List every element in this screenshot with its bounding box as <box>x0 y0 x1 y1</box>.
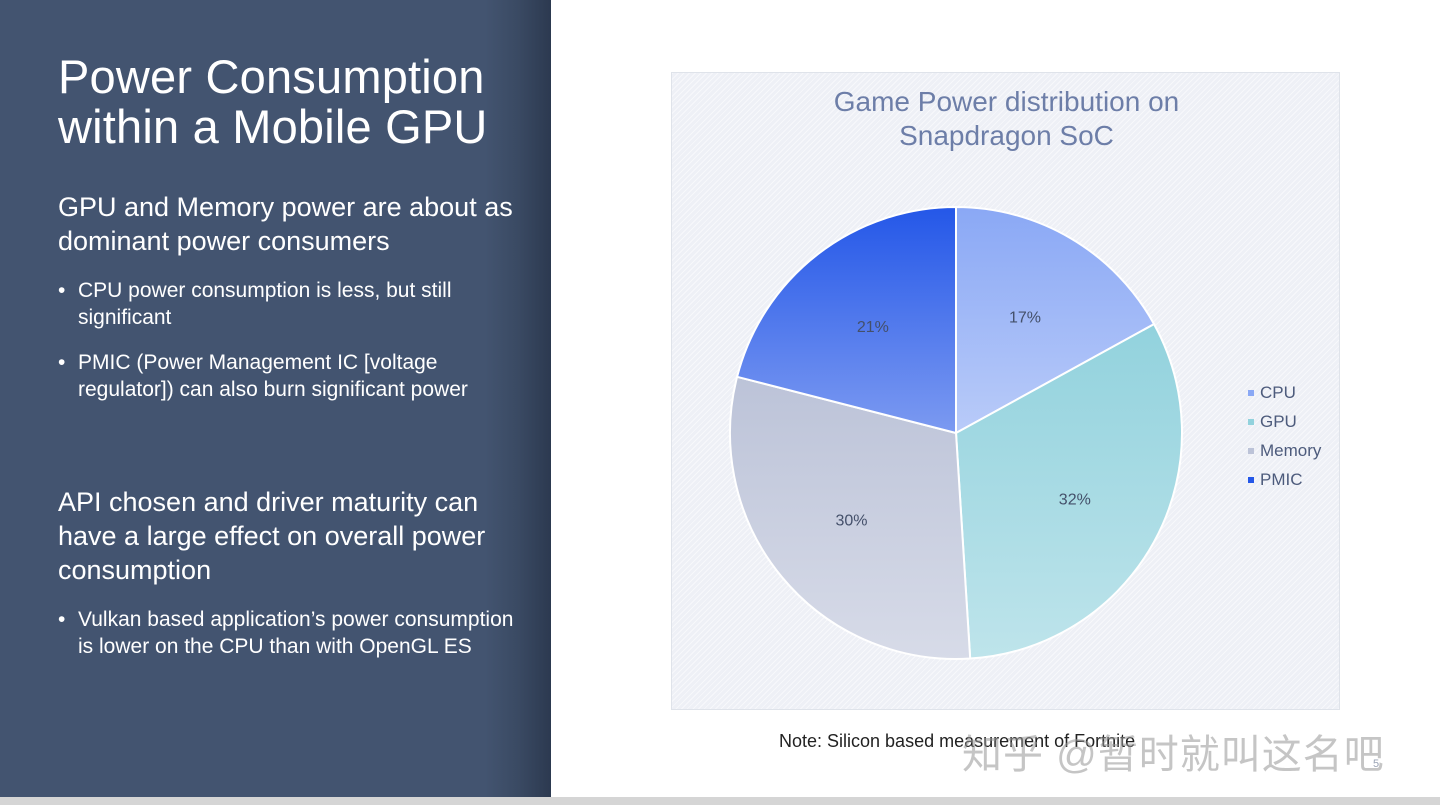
bullet-list-1: • CPU power consumption is less, but sti… <box>58 277 528 421</box>
chart-frame: Game Power distribution on Snapdragon So… <box>671 72 1340 710</box>
legend-item-gpu: GPU <box>1248 407 1321 436</box>
legend-label: Memory <box>1260 440 1322 460</box>
bullet-item: • Vulkan based application’s power consu… <box>58 606 528 660</box>
pie-label-pmic: 21% <box>857 319 889 336</box>
chart-title: Game Power distribution on Snapdragon So… <box>672 85 1341 153</box>
legend-swatch <box>1248 389 1254 396</box>
pie-label-gpu: 32% <box>1059 491 1091 508</box>
pie-chart: 17% 32% 30% 21% <box>729 205 1183 660</box>
bullet-dot: • <box>58 608 66 631</box>
left-panel: Power Consumption within a Mobile GPU GP… <box>0 0 551 797</box>
chart-note: Note: Silicon based measurement of Fortn… <box>779 731 1136 751</box>
legend-label: PMIC <box>1260 469 1303 489</box>
pie-label-cpu: 17% <box>1009 309 1041 326</box>
legend-label: GPU <box>1260 411 1297 431</box>
chart-title-line-1: Game Power distribution on <box>833 86 1180 117</box>
bullet-dot: • <box>58 351 66 374</box>
heading-api-driver: API chosen and driver maturity can have … <box>58 487 486 585</box>
bullet-text: Vulkan based application’s power consump… <box>78 608 514 658</box>
legend-item-pmic: PMIC <box>1248 465 1321 494</box>
bullet-text: PMIC (Power Management IC [voltage regul… <box>78 351 468 401</box>
legend-swatch <box>1248 418 1254 425</box>
bullet-dot: • <box>58 279 66 302</box>
bullet-item: • CPU power consumption is less, but sti… <box>58 277 528 331</box>
pie-slices <box>729 205 1183 660</box>
pie-slice-pmic <box>735 205 957 435</box>
pie-slice-memory <box>729 375 972 660</box>
legend-item-memory: Memory <box>1248 436 1321 465</box>
pie-slice-gpu <box>954 322 1183 660</box>
legend-item-cpu: CPU <box>1248 378 1321 407</box>
chart-title-line-2: Snapdragon SoC <box>899 120 1114 151</box>
legend-swatch <box>1248 476 1254 483</box>
pie-labels: 17% 32% 30% 21% <box>836 309 1091 529</box>
pie-slice-cpu <box>955 205 1156 435</box>
chart-legend: CPU GPU Memory PMIC <box>1248 378 1321 494</box>
watermark-text: 知乎 @暂时就叫这名吧 <box>962 733 1385 777</box>
legend-label: CPU <box>1260 382 1296 402</box>
bullet-item: • PMIC (Power Management IC [voltage reg… <box>58 349 528 403</box>
bottom-strip <box>0 797 1440 805</box>
heading-power-consumers: GPU and Memory power are about as domina… <box>58 192 513 256</box>
slide-number: 5 <box>1373 758 1380 770</box>
pie-label-memory: 30% <box>836 512 868 529</box>
bullet-text: CPU power consumption is less, but still… <box>78 279 452 329</box>
legend-swatch <box>1248 447 1254 454</box>
slide-title: Power Consumption within a Mobile GPU <box>58 50 488 153</box>
bullet-list-2: • Vulkan based application’s power consu… <box>58 606 528 678</box>
